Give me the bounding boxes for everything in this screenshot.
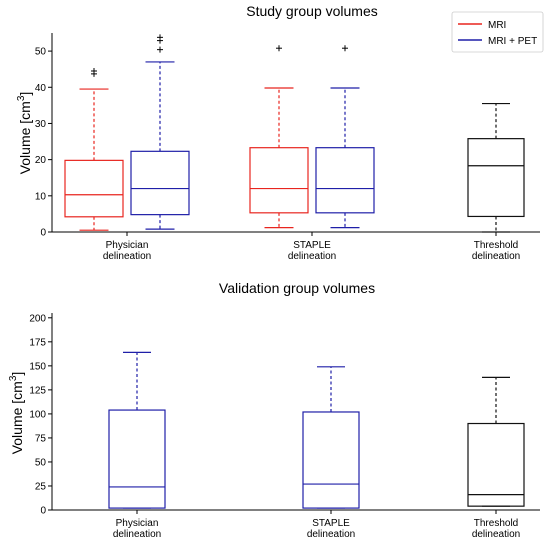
box-iqr [64, 159, 124, 218]
y-tick-label: 125 [29, 385, 46, 396]
box-iqr [302, 411, 360, 509]
y-tick-label: 0 [40, 506, 46, 517]
box-mri-pet [130, 34, 190, 230]
axes: 01020304050PhysiciandelineationSTAPLEdel… [35, 33, 540, 262]
y-tick-label: 20 [35, 155, 47, 166]
outlier-marker [276, 45, 282, 52]
outlier-marker [342, 45, 348, 52]
y-tick-label: 25 [35, 481, 47, 492]
x-tick-label: Threshold [474, 518, 518, 529]
y-axis-label-close: ] [17, 92, 33, 96]
chart-title: Study group volumes [246, 3, 378, 19]
svg-text:Volume [cm3]: Volume [cm3] [8, 372, 25, 455]
chart-title: Validation group volumes [219, 280, 375, 296]
box-threshold [467, 102, 525, 233]
box-mri-pet [302, 366, 360, 509]
box-mri-pet [108, 351, 166, 509]
y-axis-label-close: ] [9, 372, 25, 376]
box-iqr [467, 138, 525, 218]
x-tick-label: delineation [472, 529, 520, 540]
y-tick-label: 175 [29, 337, 46, 348]
box-iqr [249, 147, 309, 214]
box-threshold [467, 376, 525, 507]
axes: 0255075100125150175200Physiciandelineati… [29, 313, 540, 540]
y-axis-label-text: Volume [cm [17, 101, 33, 174]
study-group-chart: Study group volumes Volume [cm3] 0 10 20 30… [16, 3, 544, 262]
x-tick-label: delineation [472, 251, 520, 262]
validation-group-chart: Validation group volumes Volume [cm3] 0 2… [8, 280, 540, 540]
y-tick-label: 150 [29, 361, 46, 372]
box-mri-pet [315, 45, 375, 229]
outlier-marker [157, 34, 163, 41]
box-mri [64, 67, 124, 231]
y-axis-label-sup: 3 [8, 375, 19, 381]
svg-text:Volume [cm3]: Volume [cm3] [16, 92, 33, 175]
x-tick-label: delineation [288, 251, 336, 262]
plot-marks [64, 34, 525, 233]
x-tick-label: STAPLE [293, 240, 331, 251]
plot-marks [108, 351, 525, 509]
box-iqr [108, 409, 166, 509]
y-tick-label: 40 [35, 83, 47, 94]
outlier-marker [91, 67, 97, 74]
legend-frame [451, 11, 544, 53]
x-tick-label: STAPLE [312, 518, 350, 529]
y-axis-label: Volume [cm3] [8, 372, 25, 455]
y-tick-label: 75 [35, 433, 47, 444]
y-axis-label-sup: 3 [16, 95, 27, 101]
box-mri [249, 45, 309, 229]
x-tick-label: delineation [113, 529, 161, 540]
box-iqr [315, 147, 375, 214]
outlier-marker [157, 46, 163, 53]
legend-label-mri-pet: MRI + PET [488, 36, 537, 47]
x-tick-label: delineation [307, 529, 355, 540]
y-tick-label: 50 [35, 457, 47, 468]
legend-label-mri: MRI [488, 20, 506, 31]
y-axis-label: Volume [cm3] [16, 92, 33, 175]
x-tick-label: delineation [103, 251, 151, 262]
box-iqr [467, 422, 525, 507]
box-iqr [130, 150, 190, 216]
x-tick-label: Physician [106, 240, 149, 251]
y-tick-label: 200 [29, 313, 46, 324]
y-tick-label: 50 [35, 47, 47, 58]
y-tick-label: 0 [40, 228, 46, 239]
x-tick-label: Threshold [474, 240, 518, 251]
x-tick-label: Physician [116, 518, 159, 529]
y-tick-label: 10 [35, 191, 47, 202]
y-axis-label-text: Volume [cm [9, 381, 25, 454]
y-tick-label: 30 [35, 119, 47, 130]
legend: MRI MRI + PET [451, 11, 544, 53]
y-tick-label: 100 [29, 409, 46, 420]
